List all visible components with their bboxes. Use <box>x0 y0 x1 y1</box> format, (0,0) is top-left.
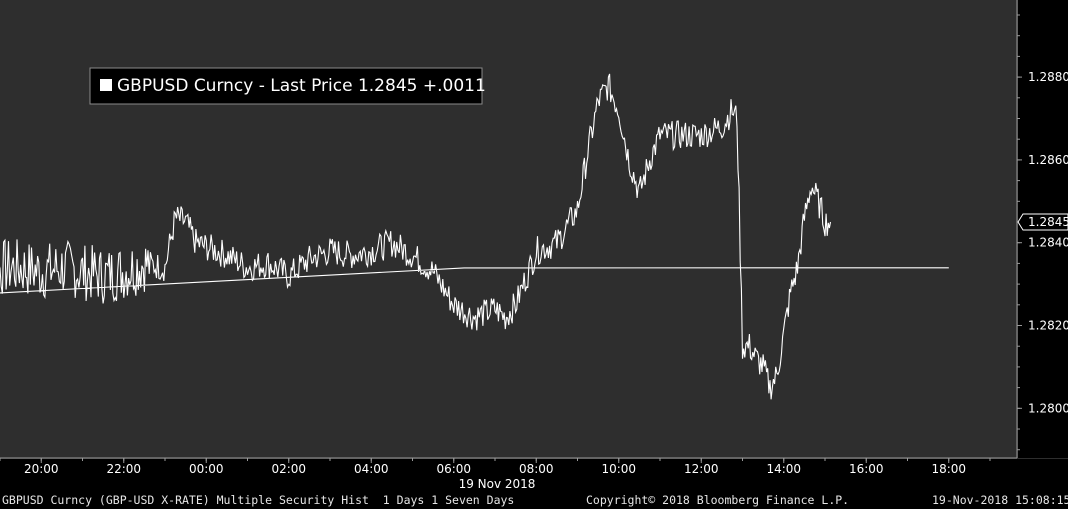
y-tick-label: 1.2820 <box>1028 319 1068 333</box>
last-price-label: 1.2845 <box>1028 215 1068 229</box>
y-tick-label: 1.2860 <box>1028 153 1068 167</box>
legend-box <box>89 67 483 105</box>
y-tick-label: 1.2880 <box>1028 70 1068 84</box>
x-tick-label: 18:00 <box>931 462 966 476</box>
legend-swatch <box>100 79 112 91</box>
x-date-label: 19 Nov 2018 <box>459 477 536 490</box>
x-tick-label: 02:00 <box>271 462 306 476</box>
x-tick-label: 12:00 <box>684 462 719 476</box>
legend-label: GBPUSD Curncy - Last Price 1.2845 +.0011 <box>117 76 486 96</box>
x-tick-label: 04:00 <box>354 462 389 476</box>
legend: GBPUSD Curncy - Last Price 1.2845 +.0011 <box>89 67 486 105</box>
y-tick-label: 1.2840 <box>1028 236 1068 250</box>
axes: 1.2800 1.2820 1.2840 1.2860 1.2880 20:00 22:00… <box>0 0 1068 491</box>
x-tick-label: 14:00 <box>766 462 801 476</box>
x-tick-label: 10:00 <box>601 462 636 476</box>
footer-copyright: Copyright© 2018 Bloomberg Finance L.P. <box>586 493 850 507</box>
x-axis-band <box>0 459 1068 490</box>
x-tick-label: 06:00 <box>436 462 471 476</box>
footer-bar: GBPUSD Curncy (GBP-USD X-RATE) Multiple … <box>0 490 1068 509</box>
x-tick-label: 22:00 <box>106 462 141 476</box>
footer-timestamp: 19-Nov-2018 15:08:15 <box>932 493 1068 507</box>
x-tick-label: 00:00 <box>189 462 224 476</box>
y-tick-label: 1.2800 <box>1028 401 1068 415</box>
series-layer <box>0 73 949 400</box>
x-tick-label: 16:00 <box>849 462 884 476</box>
x-tick-label: 08:00 <box>519 462 554 476</box>
series-line <box>0 73 949 400</box>
footer-security-description: GBPUSD Curncy (GBP-USD X-RATE) Multiple … <box>2 493 515 507</box>
x-tick-label: 20:00 <box>24 462 59 476</box>
chart-svg: 1.2800 1.2820 1.2840 1.2860 1.2880 20:00 22:00… <box>0 0 1068 491</box>
last-price-marker <box>1017 213 1068 231</box>
